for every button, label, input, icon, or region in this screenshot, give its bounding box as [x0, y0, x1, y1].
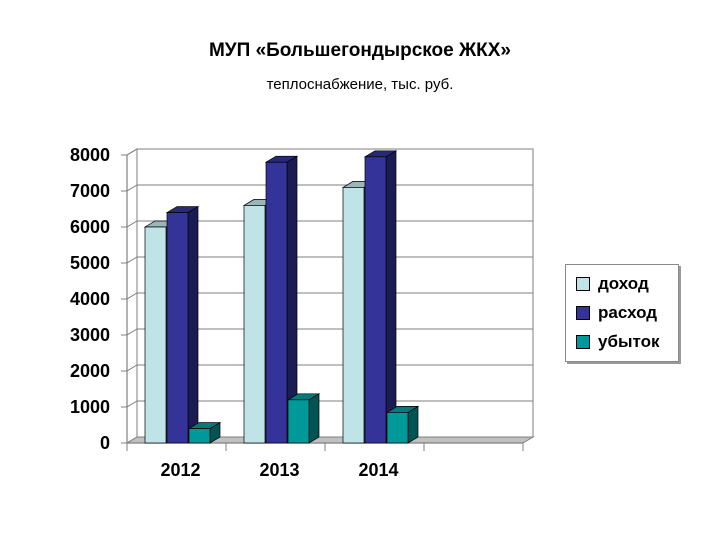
chart-legend: доход расход убыток [565, 264, 679, 362]
legend-label-income: доход [598, 274, 649, 293]
x-category-label: 2012 [160, 460, 200, 480]
y-tick-label: 1000 [70, 397, 110, 417]
gridline [126, 220, 533, 228]
bar-front [144, 226, 167, 444]
gridline [126, 400, 533, 408]
gridline [126, 328, 533, 336]
legend-item-income: доход [576, 274, 649, 294]
legend-label-loss: убыток [598, 332, 660, 351]
bar-front [342, 187, 365, 444]
chart-subtitle: теплоснабжение, тыс. руб. [266, 76, 454, 93]
y-tick-label: 8000 [70, 145, 110, 165]
y-tick-label: 2000 [70, 361, 110, 381]
bar [165, 205, 200, 444]
x-axis-category-labels: 2012 2013 2014 [126, 443, 524, 480]
x-category-label: 2013 [259, 460, 299, 480]
legend-swatch-income [576, 277, 590, 291]
y-tick-label: 3000 [70, 325, 110, 345]
bar-front [188, 428, 211, 444]
y-tick-label: 0 [100, 433, 110, 453]
chart-title: МУП «Большегондырское ЖКХ» [208, 40, 511, 61]
bar-side [187, 205, 199, 444]
y-tick-label: 7000 [70, 181, 110, 201]
bar [264, 155, 299, 444]
y-axis-tick-labels: 0 1000 2000 3000 4000 5000 6000 7000 8000 [70, 145, 127, 453]
bar-front [386, 412, 409, 444]
y-tick-label: 5000 [70, 253, 110, 273]
bar [385, 405, 420, 444]
legend-swatch-expense [576, 306, 590, 320]
y-tick-label: 6000 [70, 217, 110, 237]
legend-item-loss: убыток [576, 332, 659, 352]
bar-front [243, 205, 266, 444]
bar-side [308, 393, 320, 444]
bar-front [166, 212, 189, 444]
bar-front [364, 156, 387, 444]
gridline [126, 364, 533, 372]
legend-swatch-loss [576, 335, 590, 349]
gridline [126, 292, 533, 300]
gridline [126, 184, 533, 192]
legend-label-expense: расход [598, 303, 658, 322]
legend-item-expense: расход [576, 303, 657, 323]
x-category-label: 2014 [358, 460, 398, 480]
bar [187, 421, 222, 444]
y-tick-label: 4000 [70, 289, 110, 309]
bar-side [385, 150, 397, 444]
gridline [126, 256, 533, 264]
chart-bars [143, 150, 420, 444]
bar [363, 150, 398, 444]
bar [286, 393, 321, 444]
gridline [126, 148, 533, 156]
bar-front [287, 399, 310, 444]
bar-front [265, 161, 288, 444]
chart-gridlines [126, 148, 533, 408]
